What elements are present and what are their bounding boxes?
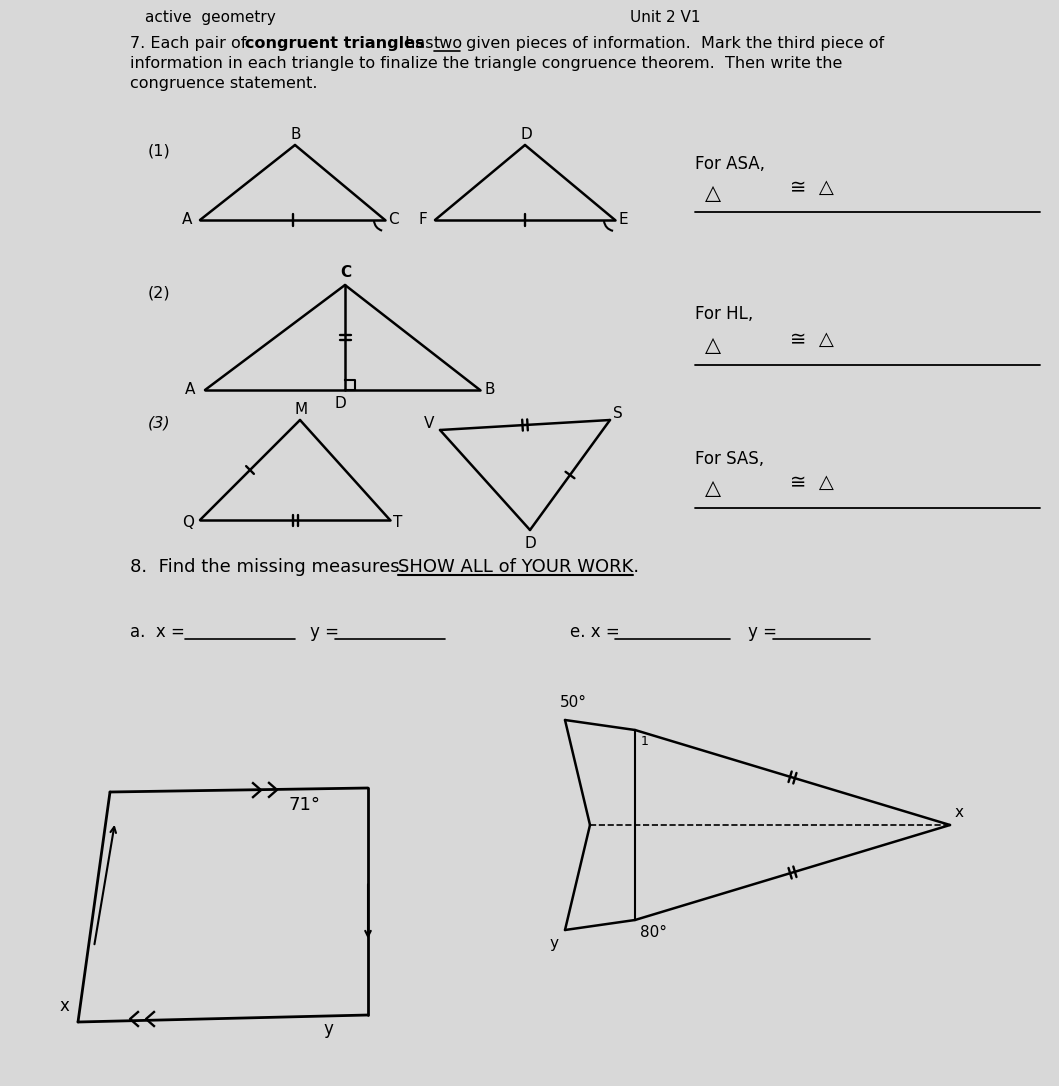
Text: two: two [434, 36, 463, 51]
Text: SHOW ALL of YOUR WORK.: SHOW ALL of YOUR WORK. [398, 558, 640, 576]
Text: △: △ [705, 184, 721, 203]
Text: ≅  △: ≅ △ [790, 330, 833, 349]
Text: 7. Each pair of: 7. Each pair of [130, 36, 251, 51]
Text: 1: 1 [641, 735, 649, 748]
Text: B: B [485, 382, 496, 397]
Text: For SAS,: For SAS, [695, 450, 765, 468]
Text: has: has [400, 36, 438, 51]
Text: (2): (2) [148, 285, 170, 300]
Text: congruent triangles: congruent triangles [245, 36, 425, 51]
Text: given pieces of information.  Mark the third piece of: given pieces of information. Mark the th… [461, 36, 884, 51]
Text: (3): (3) [148, 415, 170, 430]
Text: For ASA,: For ASA, [695, 155, 765, 173]
Text: ≅  △: ≅ △ [790, 178, 833, 197]
Text: D: D [525, 536, 537, 551]
Text: △: △ [705, 478, 721, 498]
Text: F: F [419, 212, 428, 227]
Text: x: x [60, 997, 70, 1015]
Text: V: V [424, 416, 434, 431]
Text: ≅  △: ≅ △ [790, 473, 833, 492]
Text: x: x [955, 805, 964, 820]
Text: e. x =: e. x = [570, 623, 620, 641]
Text: 8.  Find the missing measures.: 8. Find the missing measures. [130, 558, 417, 576]
Text: A: A [182, 212, 193, 227]
Text: C: C [388, 212, 398, 227]
Text: y: y [550, 936, 559, 951]
Text: A: A [185, 382, 195, 397]
Text: y =: y = [748, 623, 777, 641]
Text: Q: Q [182, 515, 194, 530]
Text: S: S [613, 406, 623, 421]
Text: 50°: 50° [560, 695, 587, 710]
Text: a.  x =: a. x = [130, 623, 185, 641]
Text: D: D [520, 127, 532, 142]
Text: congruence statement.: congruence statement. [130, 76, 318, 91]
Text: information in each triangle to finalize the triangle congruence theorem.  Then : information in each triangle to finalize… [130, 56, 842, 71]
Text: D: D [335, 396, 346, 411]
Text: (1): (1) [148, 143, 170, 157]
Text: C: C [340, 265, 352, 280]
Text: M: M [295, 402, 308, 417]
Text: y =: y = [310, 623, 339, 641]
Text: 80°: 80° [640, 925, 667, 940]
Text: active  geometry: active geometry [145, 10, 275, 25]
Text: y: y [323, 1020, 333, 1038]
Text: △: △ [705, 334, 721, 355]
Text: T: T [393, 515, 402, 530]
Text: E: E [618, 212, 628, 227]
Text: For HL,: For HL, [695, 305, 753, 323]
Text: Unit 2 V1: Unit 2 V1 [630, 10, 700, 25]
Text: B: B [290, 127, 301, 142]
Text: 71°: 71° [288, 796, 320, 814]
